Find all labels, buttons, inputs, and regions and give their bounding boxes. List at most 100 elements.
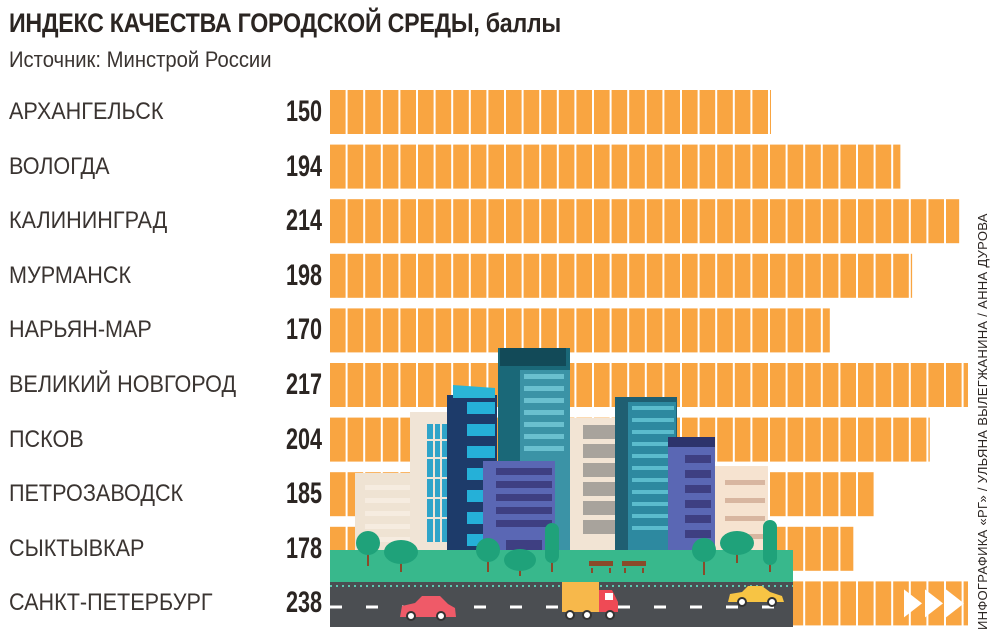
bar-segment <box>699 144 716 189</box>
bar-segment <box>734 417 751 462</box>
bar-segment <box>717 308 733 353</box>
bar-segment <box>699 90 716 134</box>
bar-segment <box>805 581 821 626</box>
bar-segment <box>523 253 540 298</box>
bar <box>330 144 901 189</box>
bar-segment <box>453 144 469 189</box>
data-label: 214 <box>285 204 322 238</box>
bar-segment <box>488 90 504 134</box>
bar-segment <box>805 253 821 298</box>
bar <box>330 308 830 353</box>
bar-segment <box>858 417 874 462</box>
bar-segment <box>928 417 930 462</box>
credit-text: ИНФОГРАФИКА «РГ» / УЛЬЯНА ВЫЛЕГЖАНИНА / … <box>975 213 990 630</box>
bar-segment <box>594 308 610 353</box>
bar-segment <box>400 253 416 298</box>
bar-segment <box>576 90 592 134</box>
bar-segment <box>629 253 645 298</box>
category-label: САНКТ-ПЕТЕРБУРГ <box>9 589 213 617</box>
bar-segment <box>646 90 663 134</box>
bar-segment <box>805 526 821 571</box>
bar-segment <box>400 363 416 407</box>
overflow-arrow-icon <box>904 589 922 618</box>
bar-segment <box>752 144 768 189</box>
bar-segment <box>717 144 733 189</box>
bar-segment <box>858 472 874 517</box>
bar-segment <box>682 199 698 244</box>
bar-segment <box>840 199 856 244</box>
bar-segment <box>770 308 786 353</box>
bar-segment <box>453 308 469 353</box>
bar-segment <box>875 363 892 407</box>
bar-segment <box>629 308 645 353</box>
bar-segment <box>963 581 968 626</box>
bar-segment <box>453 90 469 134</box>
data-label: 194 <box>285 149 322 183</box>
bar-segment <box>558 308 575 353</box>
bar-segment <box>840 144 856 189</box>
bar-segment <box>558 144 575 189</box>
category-label: СЫКТЫВКАР <box>9 534 145 562</box>
bar-segment <box>822 308 830 353</box>
bar-segment <box>946 199 960 244</box>
bar-segment <box>717 199 733 244</box>
bar-segment <box>822 526 839 571</box>
bar-segment <box>770 472 786 517</box>
bar-segment <box>946 363 962 407</box>
bar-segment <box>875 144 892 189</box>
bar-segment <box>875 253 892 298</box>
bar-segment <box>770 90 771 134</box>
bar-segment <box>734 308 751 353</box>
bar-segment <box>435 199 452 244</box>
bar-segment <box>840 581 856 626</box>
bar-segment <box>858 581 874 626</box>
bar-segment <box>347 308 364 353</box>
bar-segment <box>858 253 874 298</box>
bar-segment <box>435 308 452 353</box>
category-label: ПСКОВ <box>9 425 84 453</box>
bar-segment <box>664 253 680 298</box>
bar-segment <box>875 581 892 626</box>
bar-segment <box>770 144 786 189</box>
bar-segment <box>822 581 839 626</box>
bar-segment <box>365 308 381 353</box>
bar-segment <box>805 472 821 517</box>
bar-segment <box>805 363 821 407</box>
bar-segment <box>752 308 768 353</box>
bar-segment <box>858 199 874 244</box>
bar-segment <box>541 144 557 189</box>
bar-segment <box>418 144 434 189</box>
bar-segment <box>400 144 416 189</box>
bar-segment <box>470 253 487 298</box>
bar-segment <box>611 253 628 298</box>
data-label: 238 <box>285 586 322 620</box>
bar-segment <box>365 90 381 134</box>
bar-segment <box>787 253 804 298</box>
bar-segment <box>893 144 901 189</box>
bar-segment <box>506 199 522 244</box>
bar-segment <box>752 90 768 134</box>
bar-segment <box>893 363 909 407</box>
bar-segment <box>330 90 346 134</box>
bar-segment <box>717 90 733 134</box>
bar-segment <box>734 199 751 244</box>
bar-segment <box>805 199 821 244</box>
bar-segment <box>858 144 874 189</box>
bar-segment <box>893 253 909 298</box>
bar-segment <box>682 363 698 407</box>
bar-segment <box>611 199 628 244</box>
bar-segment <box>365 363 381 407</box>
bar-segment <box>682 144 698 189</box>
bar-segment <box>699 308 716 353</box>
bar-segment <box>418 308 434 353</box>
bar-segment <box>382 363 399 407</box>
bar-segment <box>734 253 751 298</box>
bar-segment <box>435 253 452 298</box>
category-label: НАРЬЯН-МАР <box>9 316 152 344</box>
bar-segment <box>435 144 452 189</box>
bar-segment <box>629 90 645 134</box>
bar-segment <box>928 199 944 244</box>
bar-segment <box>382 90 399 134</box>
data-label: 185 <box>285 477 322 511</box>
bar-segment <box>611 90 628 134</box>
